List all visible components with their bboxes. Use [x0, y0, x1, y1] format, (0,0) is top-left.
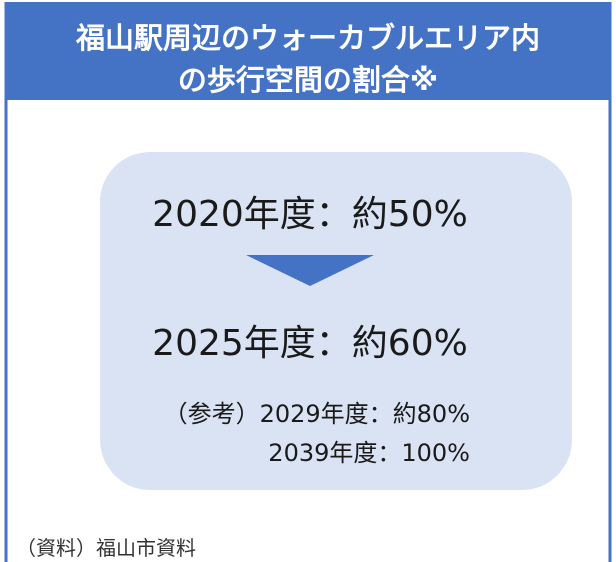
title-line: の歩行空間の割合※	[178, 63, 438, 97]
reference-text: 2039年度：100%	[268, 439, 470, 467]
step-text: 2025年度：約60%	[152, 323, 468, 364]
step-text: 2020年度：約50%	[152, 194, 468, 235]
down-arrow	[246, 255, 374, 286]
highlight-panel	[100, 152, 572, 490]
reference-text: （参考）2029年度：約80%	[164, 400, 470, 428]
source-note: （資料）福山市資料	[16, 536, 196, 560]
header-band	[5, 2, 611, 100]
title-line: 福山駅周辺のウォーカブルエリア内	[75, 21, 540, 55]
